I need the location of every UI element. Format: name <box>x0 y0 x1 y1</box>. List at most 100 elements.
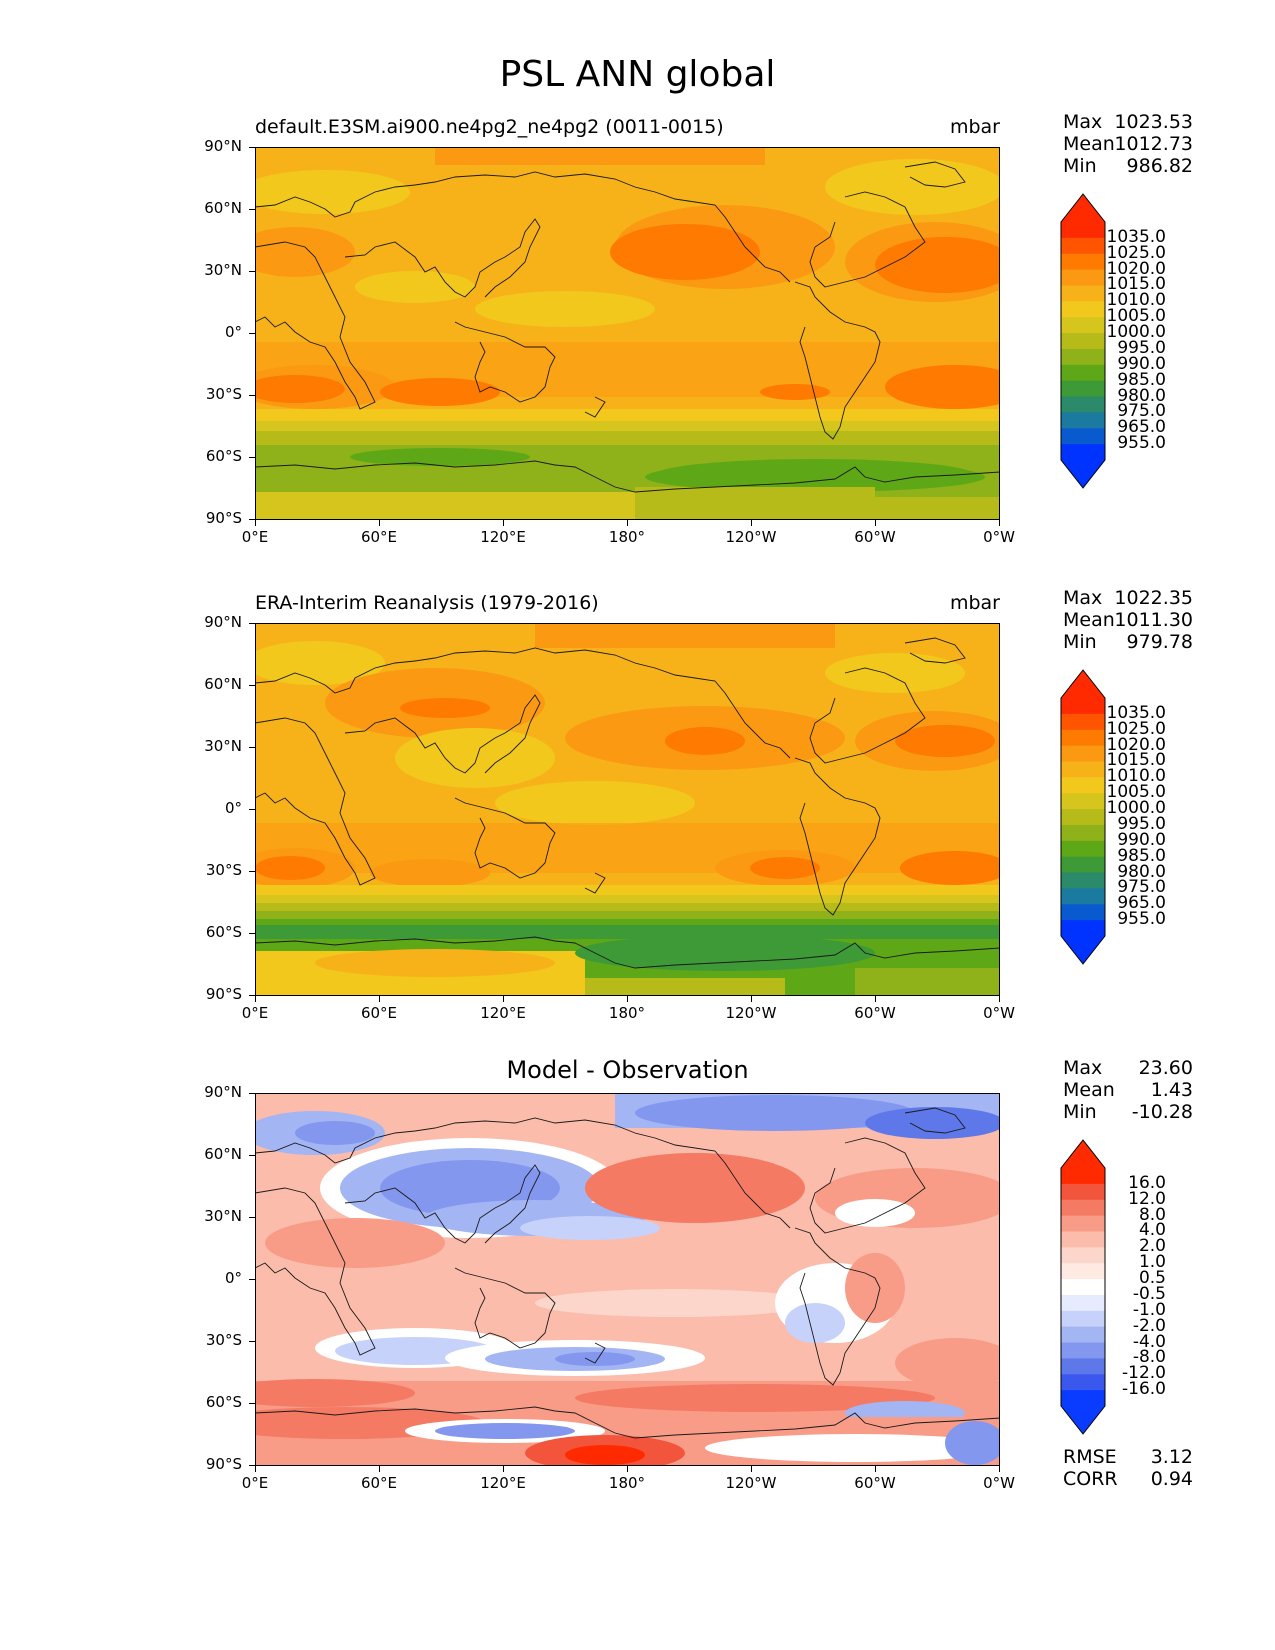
colorbar-band <box>1061 745 1105 762</box>
lon-tick <box>875 996 876 1002</box>
difference-map <box>255 1093 1000 1466</box>
lat-label: 90°S <box>205 985 242 1003</box>
colorbar-label: 1010.0 <box>1106 290 1166 311</box>
lon-label: 120°W <box>725 528 777 546</box>
lat-tick <box>249 1155 255 1156</box>
colorbar-band <box>1061 237 1105 255</box>
colorbar-band <box>1061 317 1105 334</box>
lon-label: 180° <box>608 1474 646 1492</box>
lat-label: 30°N <box>204 1207 242 1225</box>
colorbar-label: 985.0 <box>1117 845 1166 866</box>
colorbar-label: 1015.0 <box>1106 274 1166 295</box>
colorbar-label: -12.0 <box>1122 1363 1166 1384</box>
model-map <box>255 147 1000 520</box>
stat-label: Max <box>1063 111 1103 133</box>
lat-label: 30°S <box>205 1331 242 1349</box>
lat-tick <box>249 809 255 810</box>
lat-tick <box>249 395 255 396</box>
lon-label: 60°E <box>360 1474 398 1492</box>
figure-title: PSL ANN global <box>499 54 776 95</box>
lon-label: 120°E <box>480 1004 526 1022</box>
stat-min: 979.78 <box>1126 631 1193 653</box>
colorbar-band <box>1061 698 1105 715</box>
colorbar-label: 1005.0 <box>1106 782 1166 803</box>
colorbar-band <box>1061 1342 1105 1359</box>
colorbar-label: 2.0 <box>1138 1236 1166 1257</box>
lat-tick <box>249 457 255 458</box>
panel-title: Model - Observation <box>506 1056 749 1084</box>
rmse-value: 3.12 <box>1150 1446 1193 1468</box>
lat-tick <box>249 747 255 748</box>
colorbar-band <box>1061 1279 1105 1296</box>
lat-tick <box>249 933 255 934</box>
colorbar-label: 4.0 <box>1138 1220 1166 1241</box>
stat-label: Min <box>1063 631 1097 653</box>
lon-tick <box>379 996 380 1002</box>
colorbar-label: 990.0 <box>1117 829 1166 850</box>
colorbar-band <box>1061 348 1105 366</box>
panel-model: default.E3SM.ai900.ne4pg2_ne4pg2 (0011-0… <box>0 111 1275 617</box>
lat-label: 60°N <box>204 675 242 693</box>
colorbar-label: -1.0 <box>1132 1299 1166 1320</box>
lon-tick <box>379 1466 380 1472</box>
colorbar-label: -16.0 <box>1122 1379 1166 1400</box>
lat-label: 0° <box>224 323 242 341</box>
colorbar-label: 955.0 <box>1117 433 1166 454</box>
lon-tick <box>875 1466 876 1472</box>
colorbar-outline <box>1060 1139 1106 1435</box>
colorbar-band <box>1061 1294 1105 1312</box>
lat-tick <box>249 271 255 272</box>
lon-tick <box>875 520 876 526</box>
corr-label: CORR <box>1063 1468 1118 1490</box>
colorbar-label: 975.0 <box>1117 401 1166 422</box>
panel-observation: ERA-Interim Reanalysis (1979-2016) mbar <box>0 587 1275 1093</box>
colorbar-band <box>1061 301 1105 318</box>
colorbar-band <box>1061 364 1105 382</box>
lat-tick <box>249 1093 255 1094</box>
lat-tick <box>249 1279 255 1280</box>
observation-map <box>255 623 1000 996</box>
rmse-label: RMSE <box>1063 1446 1117 1468</box>
coastlines <box>255 637 1000 969</box>
lon-label: 60°E <box>360 528 398 546</box>
colorbar-extend-min <box>1061 1406 1105 1434</box>
lon-label: 0°E <box>241 528 269 546</box>
lon-label: 0°W <box>983 528 1015 546</box>
colorbar-label: -8.0 <box>1132 1347 1166 1368</box>
colorbar-band <box>1061 1247 1105 1264</box>
lon-label: 0°E <box>241 1474 269 1492</box>
colorbar-extend-max <box>1061 194 1105 222</box>
colorbar-label: 12.0 <box>1128 1188 1166 1209</box>
lon-tick <box>255 1466 256 1472</box>
panel-title: ERA-Interim Reanalysis (1979-2016) <box>255 592 599 614</box>
colorbar-label: 1025.0 <box>1106 242 1166 263</box>
colorbar-band <box>1061 1358 1105 1375</box>
colorbar-band <box>1061 904 1105 921</box>
colorbar-extend-max <box>1061 1140 1105 1168</box>
colorbar-band <box>1061 1215 1105 1232</box>
colorbar-extend-max <box>1061 670 1105 698</box>
stat-min: -10.28 <box>1131 1101 1193 1123</box>
colorbar-band <box>1061 285 1105 302</box>
lon-label: 0°W <box>983 1474 1015 1492</box>
colorbar-label: 1020.0 <box>1106 734 1166 755</box>
colorbar-band <box>1061 809 1105 826</box>
colorbar <box>1060 669 1106 965</box>
colorbar-label: 975.0 <box>1117 877 1166 898</box>
colorbar-band <box>1061 1374 1105 1391</box>
stat-label: Mean <box>1063 133 1115 155</box>
colorbar <box>1060 193 1106 489</box>
colorbar-band <box>1061 1168 1105 1185</box>
colorbar-band <box>1061 872 1105 889</box>
stat-mean: 1.43 <box>1150 1079 1193 1101</box>
colorbar-label: 1015.0 <box>1106 750 1166 771</box>
stat-label: Min <box>1063 155 1097 177</box>
colorbar-band <box>1061 1199 1105 1217</box>
lat-tick <box>249 333 255 334</box>
lat-label: 90°N <box>204 613 242 631</box>
stat-label: Mean <box>1063 609 1115 631</box>
stat-label: Min <box>1063 1101 1097 1123</box>
colorbar-label: 1035.0 <box>1106 226 1166 247</box>
lat-label: 0° <box>224 799 242 817</box>
colorbar-band <box>1061 396 1105 413</box>
